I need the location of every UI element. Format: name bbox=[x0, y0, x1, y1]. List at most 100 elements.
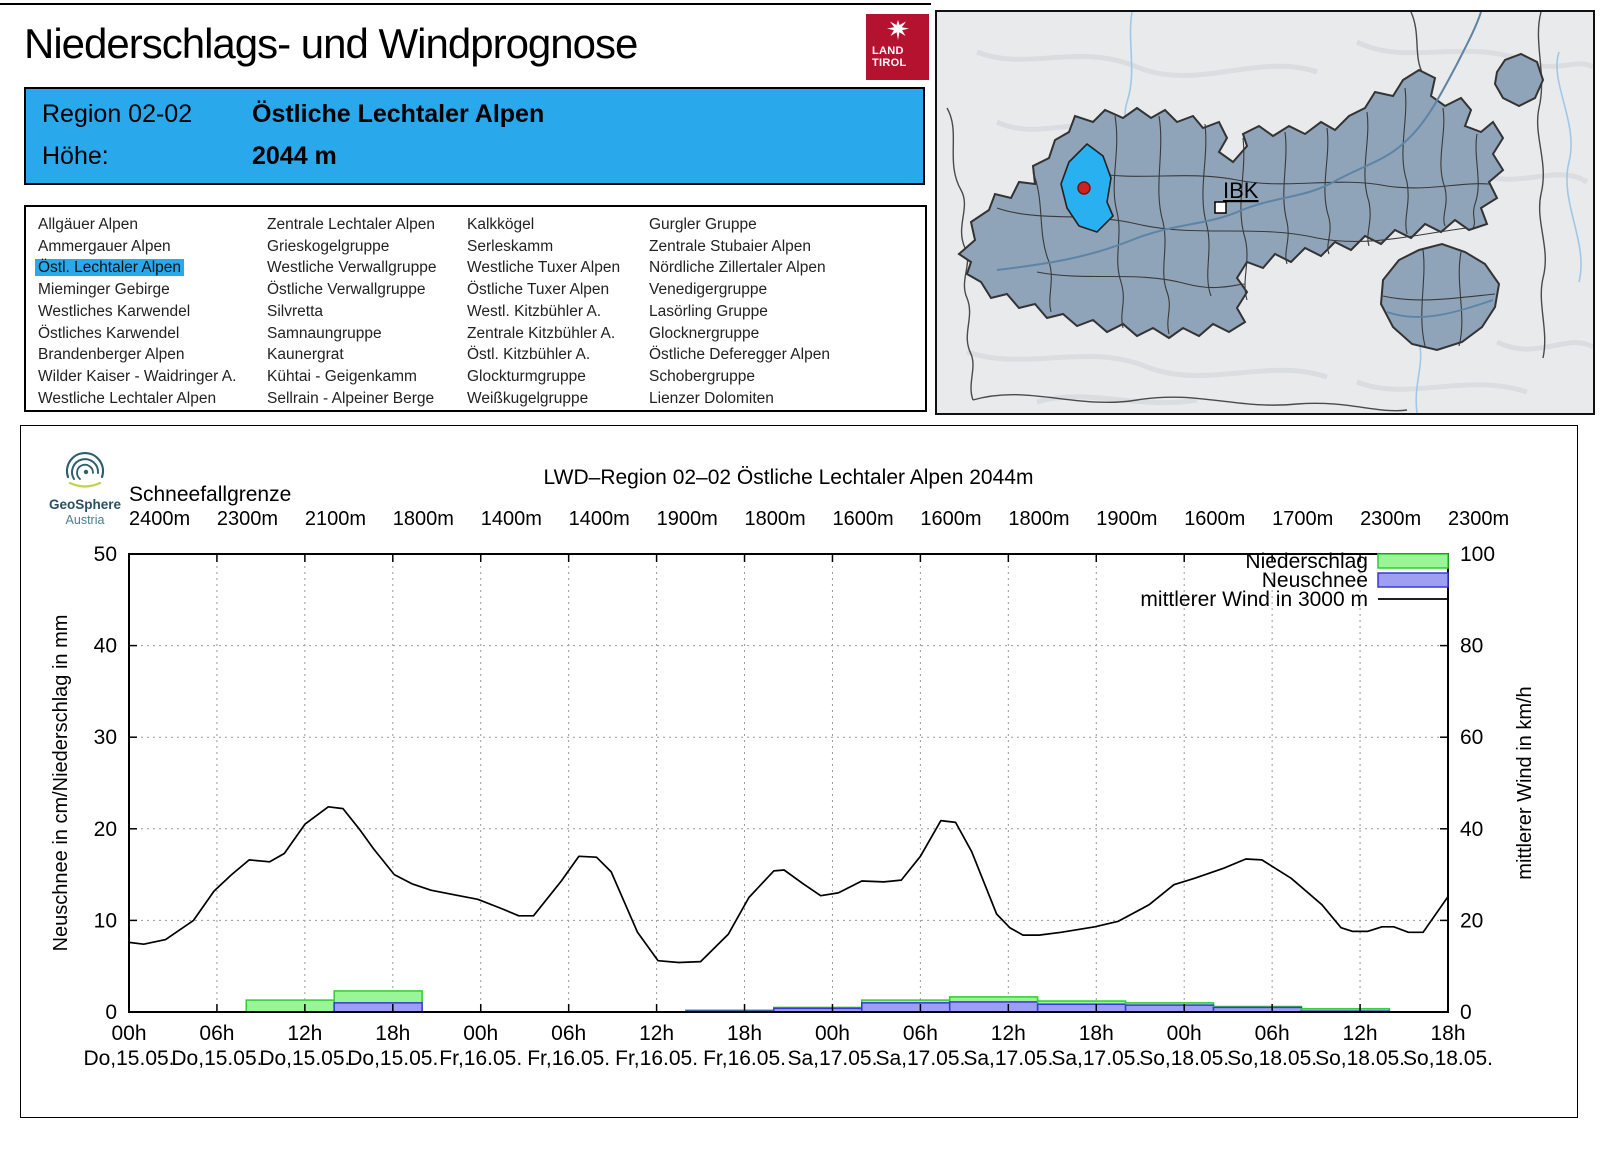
region-list-item[interactable]: Glockturmgruppe bbox=[467, 367, 586, 385]
svg-text:1400m: 1400m bbox=[481, 508, 542, 530]
svg-text:Do,15.05.: Do,15.05. bbox=[347, 1047, 438, 1070]
region-list-item[interactable]: Zentrale Lechtaler Alpen bbox=[267, 216, 436, 233]
svg-text:Sa,17.05.: Sa,17.05. bbox=[1051, 1047, 1141, 1070]
region-list-item[interactable]: Serleskamm bbox=[467, 237, 554, 255]
svg-text:12h: 12h bbox=[639, 1022, 674, 1045]
region-list-item[interactable]: Lienzer Dolomiten bbox=[649, 389, 774, 407]
region-list-item[interactable]: Kaunergrat bbox=[267, 346, 344, 364]
page-title: Niederschlags- und Windprognose bbox=[24, 20, 638, 67]
region-list-item[interactable]: Östliche Deferegger Alpen bbox=[649, 346, 830, 364]
svg-text:80: 80 bbox=[1460, 635, 1483, 658]
region-list-item[interactable]: Allgäuer Alpen bbox=[38, 216, 138, 233]
svg-text:20: 20 bbox=[1460, 909, 1483, 932]
altitude-label: Höhe: bbox=[42, 142, 109, 170]
svg-text:Do,15.05.: Do,15.05. bbox=[259, 1047, 350, 1070]
neuschnee-bar bbox=[333, 1002, 423, 1013]
left-axis-ticks: 0 10 20 30 40 50 bbox=[94, 543, 117, 1024]
svg-text:06h: 06h bbox=[1255, 1022, 1290, 1045]
svg-text:0: 0 bbox=[105, 1001, 117, 1024]
svg-text:Fr,16.05.: Fr,16.05. bbox=[527, 1047, 610, 1070]
east-tirol-boundaries bbox=[1382, 249, 1496, 347]
region-list-item[interactable]: Östliche Tuxer Alpen bbox=[467, 281, 610, 299]
svg-text:40: 40 bbox=[1460, 818, 1483, 841]
region-list-item[interactable]: Sellrain - Alpeiner Berge bbox=[267, 389, 435, 407]
tirol-eagle-icon bbox=[886, 20, 909, 40]
region-list-item[interactable]: Kalkkögel bbox=[467, 216, 535, 233]
svg-text:1600m: 1600m bbox=[832, 508, 893, 530]
grid-lines bbox=[129, 554, 1448, 1012]
geosphere-logo: GeoSphere Austria bbox=[49, 451, 122, 527]
region-list-item[interactable]: Lasörling Gruppe bbox=[649, 302, 768, 320]
neuschnee-bar bbox=[861, 1002, 951, 1013]
svg-text:100: 100 bbox=[1460, 543, 1495, 566]
region-list-item[interactable]: Westliche Tuxer Alpen bbox=[467, 259, 621, 277]
region-list-item[interactable]: Östliches Karwendel bbox=[38, 324, 180, 342]
svg-text:Fr,16.05.: Fr,16.05. bbox=[615, 1047, 698, 1070]
region-list-item[interactable]: Grieskogelgruppe bbox=[267, 237, 390, 255]
ibk-label: IBK bbox=[1223, 178, 1259, 203]
right-axis-ticks: 0 20 40 60 80 100 bbox=[1460, 543, 1495, 1024]
svg-text:So,18.05.: So,18.05. bbox=[1227, 1047, 1317, 1070]
tirol-map-svg: IBK bbox=[946, 11, 1595, 414]
region-list-item[interactable]: Westliche Lechtaler Alpen bbox=[38, 389, 217, 407]
snowline-label: Schneefallgrenze bbox=[129, 483, 291, 506]
svg-text:06h: 06h bbox=[903, 1022, 938, 1045]
tirol-map: IBK bbox=[935, 10, 1595, 415]
region-list-item[interactable]: Zentrale Stubaier Alpen bbox=[649, 237, 811, 255]
region-list-column-2: Zentrale Lechtaler Alpen Grieskogelgruppe… bbox=[264, 214, 439, 409]
region-list-item[interactable]: Brandenberger Alpen bbox=[38, 346, 185, 364]
snowline-values: 2400m 2300m 2100m 1800m 1400m 1400m 1900m 1800m… bbox=[129, 508, 1509, 530]
region-boundaries bbox=[996, 87, 1490, 335]
svg-text:10: 10 bbox=[94, 909, 117, 932]
region-list-item[interactable]: Westliche Verwallgruppe bbox=[267, 259, 437, 277]
region-list-item[interactable]: Westl. Kitzbühler A. bbox=[467, 302, 602, 320]
svg-text:00h: 00h bbox=[463, 1022, 498, 1045]
svg-text:00h: 00h bbox=[815, 1022, 850, 1045]
region-list-item[interactable]: Samnaungruppe bbox=[267, 324, 382, 342]
region-list-item[interactable]: Zentrale Kitzbühler A. bbox=[467, 324, 616, 342]
legend-label: mittlerer Wind in 3000 m bbox=[1140, 588, 1368, 611]
legend-swatch bbox=[1377, 572, 1449, 588]
region-list-item[interactable]: Mieminger Gebirge bbox=[38, 281, 170, 299]
region-list-item[interactable]: Schobergruppe bbox=[649, 367, 755, 385]
region-list-item[interactable]: Östliche Verwallgruppe bbox=[267, 281, 426, 299]
svg-text:GeoSphere: GeoSphere bbox=[49, 497, 122, 512]
forecast-chart-svg: 0102030405002040608010000hDo,15.05.06hDo… bbox=[49, 451, 1536, 1070]
region-name: Östliche Lechtaler Alpen bbox=[252, 100, 545, 128]
svg-text:1900m: 1900m bbox=[657, 508, 718, 530]
land-tirol-logo: LAND TIROL bbox=[866, 14, 929, 80]
region-list-item[interactable]: Gurgler Gruppe bbox=[649, 216, 757, 233]
region-list-item[interactable]: Wilder Kaiser - Waidringer A. bbox=[38, 367, 237, 385]
svg-text:Sa,17.05.: Sa,17.05. bbox=[788, 1047, 878, 1070]
svg-text:30: 30 bbox=[94, 726, 117, 749]
svg-text:2300m: 2300m bbox=[217, 508, 278, 530]
neuschnee-bar bbox=[1036, 1003, 1127, 1013]
left-axis-label: Neuschnee in cm/Niederschlag in mm bbox=[50, 615, 72, 952]
region-list-item-selected[interactable]: Östl. Lechtaler Alpen bbox=[35, 257, 239, 279]
region-header-box: Region 02-02 Östliche Lechtaler Alpen Hö… bbox=[24, 87, 925, 185]
neuschnee-bar bbox=[948, 1001, 1039, 1013]
right-axis-label: mittlerer Wind in km/h bbox=[1514, 686, 1536, 879]
region-list-item[interactable]: Glocknergruppe bbox=[649, 324, 760, 342]
tick-marks bbox=[128, 554, 1449, 1012]
region-list-item[interactable]: Nördliche Zillertaler Alpen bbox=[649, 259, 826, 277]
region-list-item[interactable]: Silvretta bbox=[267, 302, 323, 320]
region-list-item[interactable]: Östl. Kitzbühler A. bbox=[467, 346, 591, 364]
forecast-chart-panel: 0 10 20 30 40 50 0 20 40 60 80 100 00h Do,15.05. 06h Do… bbox=[20, 425, 1578, 1118]
region-list-item[interactable]: Ammergauer Alpen bbox=[38, 237, 171, 255]
svg-text:20: 20 bbox=[94, 818, 117, 841]
svg-text:18h: 18h bbox=[1079, 1022, 1114, 1045]
niederschlag-bar bbox=[245, 999, 335, 1013]
svg-text:Do,15.05.: Do,15.05. bbox=[171, 1047, 262, 1070]
region-list-item[interactable]: Westliches Karwendel bbox=[38, 302, 191, 320]
region-list-item[interactable]: Weißkugelgruppe bbox=[467, 389, 589, 407]
svg-text:12h: 12h bbox=[991, 1022, 1026, 1045]
region-list-item[interactable]: Kühtai - Geigenkamm bbox=[267, 367, 417, 385]
svg-text:1700m: 1700m bbox=[1272, 508, 1333, 530]
logo-land-text: LAND bbox=[872, 45, 904, 57]
svg-text:So,18.05.: So,18.05. bbox=[1315, 1047, 1405, 1070]
region-list-item[interactable]: Venedigergruppe bbox=[649, 281, 768, 299]
svg-text:00h: 00h bbox=[1167, 1022, 1202, 1045]
